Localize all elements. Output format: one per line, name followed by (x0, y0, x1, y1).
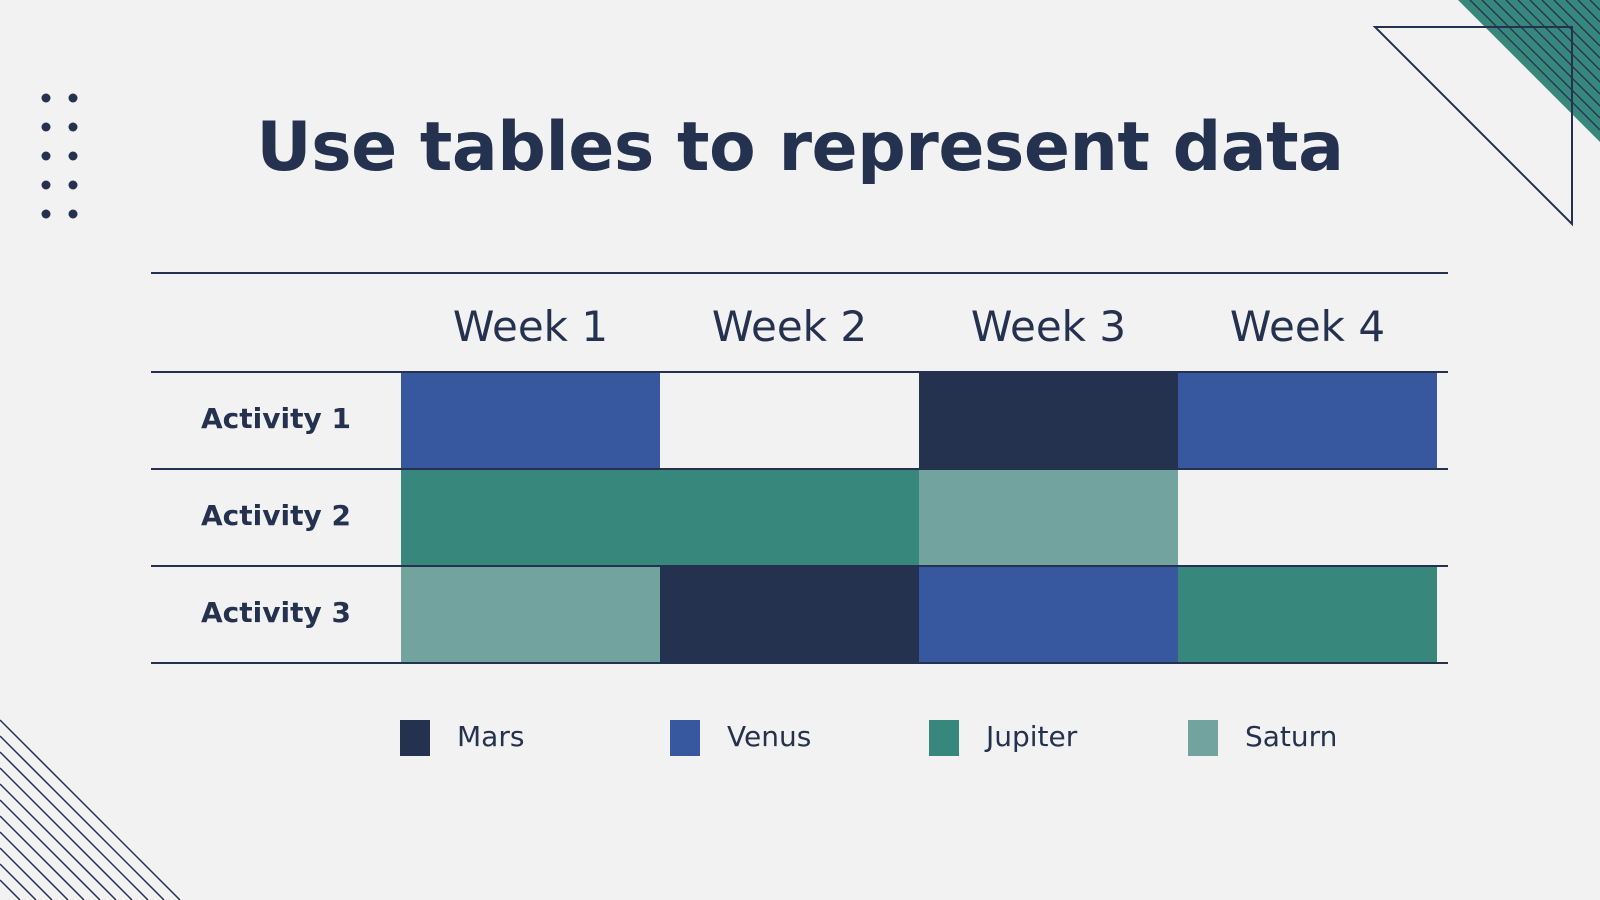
row-header-activity-3: Activity 3 (201, 596, 351, 629)
schedule-grid: Week 1 Week 2 Week 3 Week 4 Activity 1 A… (151, 272, 1448, 666)
cell-activity-1-week-4 (1178, 373, 1437, 468)
table-header-rule (151, 371, 1448, 373)
legend-swatch-mars (400, 720, 430, 756)
cell-activity-3-week-3 (919, 567, 1178, 662)
corner-stripes-decoration-bottom-left (0, 719, 181, 900)
dot-grid-decoration (41, 93, 78, 219)
legend: Mars Venus Jupiter Saturn (0, 718, 1600, 758)
slide-title: Use tables to represent data (256, 108, 1344, 187)
row-rule-3 (151, 662, 1448, 664)
column-header-week-1: Week 1 (452, 302, 609, 351)
legend-swatch-venus (670, 720, 700, 756)
table-top-rule (151, 272, 1448, 274)
cell-activity-2-week-1 (401, 470, 660, 565)
cell-activity-1-week-3 (919, 373, 1178, 468)
cell-activity-3-week-1 (401, 567, 660, 662)
legend-label-venus: Venus (727, 720, 812, 753)
column-header-week-3: Week 3 (970, 302, 1127, 351)
legend-label-mars: Mars (457, 720, 525, 753)
row-rule-1 (151, 468, 1448, 470)
row-rule-2 (151, 565, 1448, 567)
cell-activity-2-week-2 (660, 470, 919, 565)
legend-label-jupiter: Jupiter (986, 720, 1078, 753)
cell-activity-1-week-1 (401, 373, 660, 468)
cell-activity-3-week-2 (660, 567, 919, 662)
cell-activity-2-week-3 (919, 470, 1178, 565)
cell-activity-3-week-4 (1178, 567, 1437, 662)
legend-label-saturn: Saturn (1245, 720, 1338, 753)
column-header-week-2: Week 2 (711, 302, 868, 351)
legend-swatch-saturn (1188, 720, 1218, 756)
column-header-week-4: Week 4 (1229, 302, 1386, 351)
row-header-activity-1: Activity 1 (201, 402, 351, 435)
legend-swatch-jupiter (929, 720, 959, 756)
schedule-table: Week 1 Week 2 Week 3 Week 4 Activity 1 A… (151, 272, 1448, 666)
row-header-activity-2: Activity 2 (201, 499, 351, 532)
corner-stripes-decoration-top-right (1372, 0, 1600, 227)
